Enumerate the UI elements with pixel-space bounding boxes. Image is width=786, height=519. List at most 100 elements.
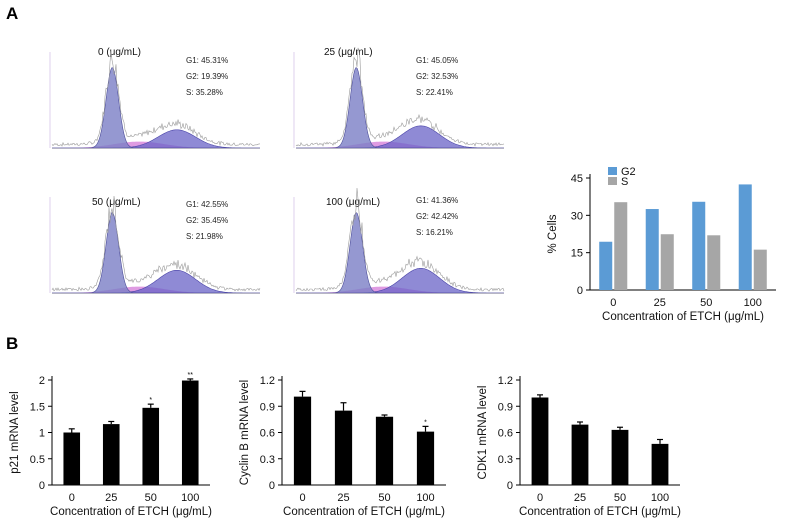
y-tick-label: 0.6 xyxy=(260,428,275,440)
histogram-g2: G2: 35.45% xyxy=(186,216,228,225)
bar-g2-25 xyxy=(645,209,659,290)
y-axis-label: p21 mRNA level xyxy=(9,391,21,473)
g2-phase-area xyxy=(296,125,504,149)
bar-0 xyxy=(63,432,81,485)
legend-label-s: S xyxy=(621,176,628,188)
histogram-g1: G1: 42.55% xyxy=(186,200,228,209)
y-tick-label: 0.3 xyxy=(260,454,275,466)
panel-label-a: A xyxy=(6,4,18,23)
y-tick-label: 0 xyxy=(39,480,45,492)
histogram-title: 100 (μg/mL) xyxy=(326,197,380,208)
histogram-title: 0 (μg/mL) xyxy=(98,47,141,58)
chart-cyclinb: 0 0.3 0.6 0.9 1.2 0 25 50 100 * Concentration of E… xyxy=(239,375,446,518)
bar-25 xyxy=(571,424,589,485)
histogram-curves xyxy=(49,47,505,294)
x-tick-label: 50 xyxy=(700,297,712,309)
histogram-plot-3 xyxy=(293,187,505,294)
x-axis-label: Concentration of ETCH (μg/mL) xyxy=(283,506,445,518)
x-tick-label: 25 xyxy=(337,492,349,504)
bar-50 xyxy=(142,407,160,485)
x-tick-label: 100 xyxy=(416,492,434,504)
x-tick-label: 100 xyxy=(181,492,199,504)
bar-0 xyxy=(293,396,312,485)
histogram-g1: G1: 45.05% xyxy=(416,56,458,65)
y-tick-label: 0.6 xyxy=(498,428,513,440)
y-tick-label: 30 xyxy=(571,210,583,222)
bar-s-0 xyxy=(614,202,628,290)
histogram-g1: G1: 45.31% xyxy=(186,56,228,65)
histogram-title: 50 (μg/mL) xyxy=(92,197,141,208)
x-tick-label: 25 xyxy=(654,297,666,309)
legend-swatch-g2 xyxy=(608,167,617,175)
x-tick-label: 50 xyxy=(614,492,626,504)
y-tick-label: 1.2 xyxy=(498,375,513,387)
histogram-plot-0 xyxy=(49,51,260,149)
bar-100 xyxy=(651,443,669,485)
y-tick-label: 0.5 xyxy=(30,454,45,466)
panel-label-b: B xyxy=(6,334,18,353)
histogram-g2: G2: 19.39% xyxy=(186,72,228,81)
g2-phase-area xyxy=(52,129,260,149)
chart-p21: 00.511.520 25 50 100***Concentration of ETC… xyxy=(9,372,212,518)
bar-g2-50 xyxy=(692,201,706,290)
bar-25 xyxy=(102,424,120,485)
raw-histogram-trace xyxy=(295,47,505,147)
g1-phase-area xyxy=(52,212,260,294)
y-axis-label: Cyclin B mRNA level xyxy=(239,380,251,485)
bar-25 xyxy=(334,410,353,485)
histogram-plot-1 xyxy=(293,47,505,149)
x-tick-label: 0 xyxy=(537,492,543,504)
x-tick-label: 25 xyxy=(574,492,586,504)
x-tick-label: 100 xyxy=(651,492,669,504)
x-axis-label: Concentration of ETCH (μg/mL) xyxy=(50,506,212,518)
histogram-g2: G2: 42.42% xyxy=(416,212,458,221)
histogram-s: S: 22.41% xyxy=(416,88,453,97)
y-tick-label: 2 xyxy=(39,375,45,387)
flow-histogram-25: 25 (μg/mL) G1: 45.05% G2: 32.53% S: 22.4… xyxy=(324,47,458,97)
histogram-s: S: 21.98% xyxy=(186,232,223,241)
significance-marker: * xyxy=(424,419,427,426)
bar-g2-0 xyxy=(599,241,613,290)
histogram-g1: G1: 41.36% xyxy=(416,196,458,205)
x-tick-label: 0 xyxy=(69,492,75,504)
legend-swatch-s xyxy=(608,177,617,185)
bar-50 xyxy=(375,416,394,485)
flow-histogram-100: 100 (μg/mL) G1: 41.36% G2: 42.42% S: 16.… xyxy=(326,196,458,237)
raw-histogram-trace xyxy=(295,187,505,292)
y-tick-label: 15 xyxy=(571,248,583,260)
bar-0 xyxy=(531,397,549,485)
x-tick-label: 100 xyxy=(744,297,762,309)
y-tick-label: 1.2 xyxy=(260,375,275,387)
y-axis-label: % Cells xyxy=(547,214,559,253)
x-axis-label: Concentration of ETCH (μg/mL) xyxy=(519,506,681,518)
y-tick-label: 0.9 xyxy=(498,401,513,413)
significance-marker: ** xyxy=(188,372,194,379)
y-tick-label: 1.5 xyxy=(30,401,45,413)
bar-g2-100 xyxy=(738,184,752,290)
bar-50 xyxy=(611,429,629,485)
flow-histogram-0: 0 (μg/mL) G1: 45.31% G2: 19.39% S: 35.28… xyxy=(98,47,228,97)
bar-s-50 xyxy=(707,235,721,290)
x-axis-label: Concentration of ETCH (μg/mL) xyxy=(602,311,764,323)
x-tick-label: 0 xyxy=(610,297,616,309)
significance-marker: * xyxy=(149,397,152,404)
legend-label-g2: G2 xyxy=(621,166,636,178)
g1-phase-area xyxy=(296,212,504,294)
histogram-s: S: 35.28% xyxy=(186,88,223,97)
raw-histogram-trace xyxy=(51,195,261,292)
y-tick-label: 0.9 xyxy=(260,401,275,413)
x-tick-label: 50 xyxy=(145,492,157,504)
y-tick-label: 1 xyxy=(39,428,45,440)
bar-s-25 xyxy=(660,234,674,290)
bar-100 xyxy=(181,380,199,485)
y-axis-label: CDK1 mRNA level xyxy=(477,386,489,480)
histogram-title: 25 (μg/mL) xyxy=(324,47,373,58)
flow-histogram-50: 50 (μg/mL) G1: 42.55% G2: 35.45% S: 21.9… xyxy=(92,197,228,241)
histogram-plot-2 xyxy=(49,195,261,294)
bar-s-100 xyxy=(753,249,767,290)
chart-cdk1: 0 0.3 0.6 0.9 1.2 0 25 50 100 Concentration of ET… xyxy=(477,375,681,518)
histogram-s: S: 16.21% xyxy=(416,228,453,237)
chart-cells: 0 15 30 45 0 25 50 100 G2S Concentration of ETCH … xyxy=(547,166,776,323)
